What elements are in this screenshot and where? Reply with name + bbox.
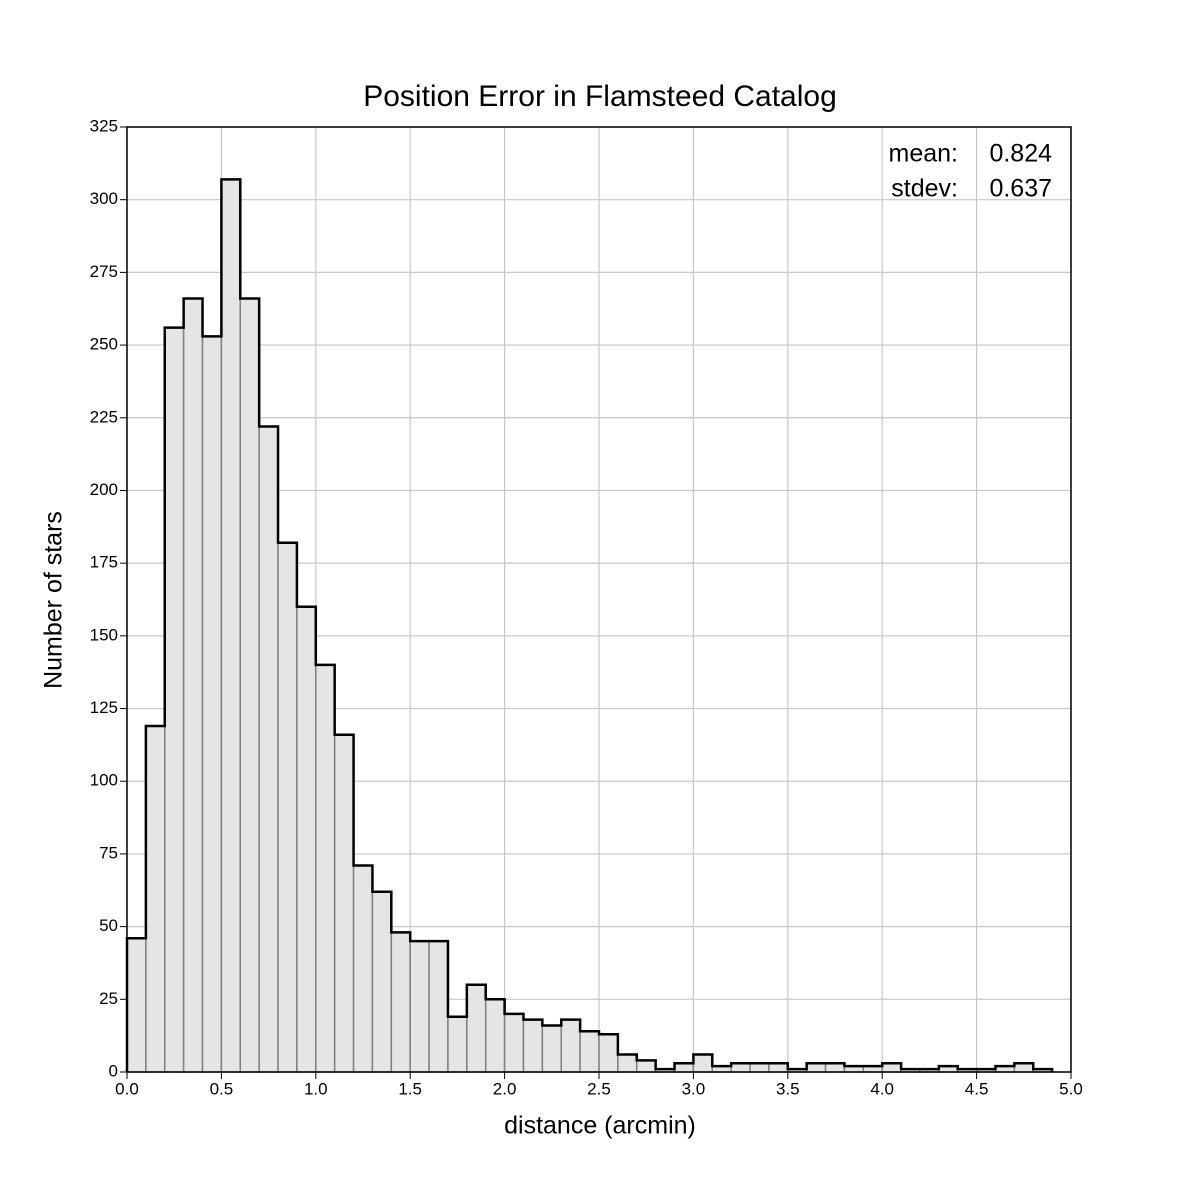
y-tick-label: 150 — [90, 625, 118, 644]
bar — [182, 297, 204, 1073]
bar — [145, 725, 166, 1073]
histogram-outline — [125, 178, 1054, 1072]
bar — [692, 1053, 714, 1073]
y-tick-label: 25 — [99, 989, 118, 1008]
bar — [560, 1018, 581, 1073]
x-axis-label: distance (arcmin) — [504, 1112, 696, 1140]
bar — [768, 1062, 789, 1073]
bar — [277, 542, 298, 1073]
bar — [673, 1062, 695, 1073]
chart-title: Position Error in Flamsteed Catalog — [363, 80, 837, 113]
bar — [503, 1013, 525, 1073]
stat-label: mean: — [889, 140, 958, 168]
x-tick-label: 1.0 — [304, 1079, 328, 1098]
bar — [598, 1033, 619, 1073]
y-tick-label: 275 — [90, 262, 118, 281]
bar — [730, 1062, 751, 1073]
x-tick-label: 4.5 — [965, 1079, 989, 1098]
x-tick-label: 0.0 — [115, 1079, 139, 1098]
bar — [881, 1062, 902, 1073]
x-tick-label: 3.0 — [682, 1079, 706, 1098]
y-tick-label: 0 — [109, 1061, 118, 1080]
bar — [522, 1018, 544, 1073]
bar — [352, 864, 374, 1073]
bar — [201, 335, 223, 1073]
x-tick-label: 1.5 — [398, 1079, 422, 1098]
bar — [220, 178, 242, 1073]
bar — [636, 1059, 657, 1073]
y-tick-label: 325 — [90, 116, 118, 135]
y-tick-label: 125 — [90, 698, 118, 717]
bar — [805, 1062, 827, 1073]
y-tick-label: 50 — [99, 916, 118, 935]
bar — [409, 940, 430, 1073]
bar — [447, 1016, 468, 1073]
x-tick-label: 0.5 — [210, 1079, 234, 1098]
bar — [541, 1024, 562, 1073]
bar — [749, 1062, 770, 1073]
y-tick-label: 200 — [90, 480, 118, 499]
bar — [333, 733, 355, 1073]
x-tick-label: 4.0 — [870, 1079, 894, 1098]
bar — [617, 1053, 638, 1073]
y-tick-label: 100 — [90, 771, 118, 790]
y-tick-label: 75 — [99, 843, 118, 862]
x-tick-label: 2.5 — [587, 1079, 611, 1098]
bar — [126, 937, 147, 1073]
bar — [390, 931, 411, 1073]
x-tick-label: 3.5 — [776, 1079, 800, 1098]
bar — [315, 664, 336, 1073]
plot-frame — [126, 126, 1072, 1073]
bar — [824, 1062, 846, 1073]
bar — [258, 425, 279, 1073]
bar — [1013, 1062, 1034, 1073]
bar — [466, 984, 487, 1073]
y-axis-label: Number of stars — [40, 511, 68, 689]
stat-label: stdev: — [891, 175, 958, 203]
stat-value: 0.637 — [989, 175, 1052, 203]
x-tick-label: 2.0 — [493, 1079, 517, 1098]
stat-value: 0.824 — [989, 140, 1052, 168]
bar — [371, 890, 393, 1073]
y-tick-label: 175 — [90, 553, 118, 572]
x-tick-label: 5.0 — [1059, 1079, 1083, 1098]
y-tick-label: 300 — [90, 189, 118, 208]
bar — [484, 998, 506, 1073]
y-tick-label: 250 — [90, 335, 118, 354]
bar — [164, 326, 185, 1073]
bar — [239, 297, 260, 1073]
y-tick-label: 225 — [90, 407, 118, 426]
bar — [579, 1030, 600, 1073]
bar — [296, 606, 317, 1073]
bar — [428, 940, 449, 1073]
